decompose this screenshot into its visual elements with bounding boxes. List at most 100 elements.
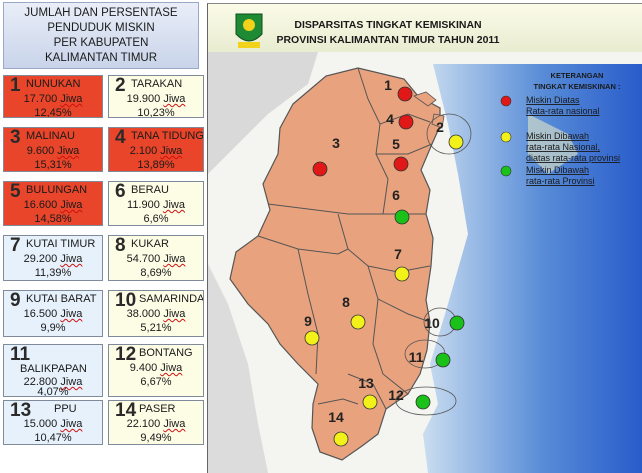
region-name: KUKAR — [131, 238, 169, 250]
region-name: TARAKAN — [131, 78, 183, 90]
sea — [423, 64, 642, 473]
region-card: 1 NUNUKAN 17.700 Jiwa 12,45% — [3, 75, 103, 118]
region-number: 10 — [115, 290, 137, 311]
population-unit: Jiwa — [163, 253, 186, 265]
legend-title-line2: TINGKAT KEMISKINAN : — [534, 82, 621, 91]
legend-label: Miskin Diatas — [526, 95, 580, 105]
region-number: 14 — [115, 400, 137, 421]
region-population: 19.900 Jiwa — [109, 93, 203, 105]
map-region-number: 2 — [436, 119, 444, 135]
map-region-number: 8 — [342, 294, 350, 310]
map-title-line2: PROVINSI KALIMANTAN TIMUR TAHUN 2011 — [276, 34, 499, 46]
region-population: 22.100 Jiwa — [109, 418, 203, 430]
map-region-number: 3 — [332, 135, 340, 151]
population-unit: Jiwa — [160, 362, 183, 374]
region-name: BONTANG — [139, 347, 193, 359]
poverty-marker — [397, 86, 413, 102]
region-number: 4 — [115, 127, 126, 148]
region-name: SAMARINDA — [139, 293, 204, 305]
region-card: 7 KUTAI TIMUR 29.200 Jiwa 11,39% — [3, 235, 103, 281]
population-value: 38.000 — [126, 308, 161, 320]
population-value: 22.800 — [23, 376, 58, 388]
region-population: 15.000 Jiwa — [4, 418, 102, 430]
region-population: 11.900 Jiwa — [109, 199, 203, 211]
map-region-number: 6 — [392, 187, 400, 203]
map-region-number: 10 — [424, 315, 440, 331]
map-title-line1: DISPARSITAS TINGKAT KEMISKINAN — [294, 19, 481, 31]
poverty-marker — [304, 330, 320, 346]
region-percentage: 4,07% — [37, 386, 69, 397]
neighbor-land — [208, 264, 268, 473]
poverty-marker — [415, 394, 431, 410]
region-name: BALIKPAPAN — [20, 363, 87, 375]
region-number: 8 — [115, 235, 126, 256]
population-value: 29.200 — [23, 253, 58, 265]
region-number: 3 — [10, 127, 21, 148]
population-value: 15.000 — [23, 418, 58, 430]
map-region-number: 9 — [304, 313, 312, 329]
legend-title-line1: KETERANGAN — [551, 71, 604, 80]
region-card: 9 KUTAI BARAT 16.500 Jiwa 9,9% — [3, 290, 103, 337]
population-unit: Jiwa — [57, 145, 80, 157]
region-population: 9.400 Jiwa — [109, 362, 203, 374]
title-line: PER KABUPATEN — [53, 37, 149, 49]
region-card: 12 BONTANG 9.400 Jiwa 6,67% — [108, 344, 204, 397]
region-card: 14 PASER 22.100 Jiwa 9,49% — [108, 400, 204, 445]
region-percentage: 14,58% — [34, 213, 72, 225]
region-card: 10 SAMARINDA 38.000 Jiwa 5,21% — [108, 290, 204, 337]
map-header — [208, 4, 642, 52]
region-percentage: 10,47% — [34, 432, 72, 444]
title-line: PENDUDUK MISKIN — [47, 22, 155, 34]
region-percentage: 8,69% — [140, 267, 172, 279]
region-card: 11 BALIKPAPAN 22.800 Jiwa 4,07% — [3, 344, 103, 397]
population-value: 9.400 — [129, 362, 158, 374]
region-percentage: 6,6% — [143, 213, 169, 225]
emblem-icon — [235, 13, 263, 48]
region-number: 13 — [10, 400, 32, 421]
population-unit: Jiwa — [162, 199, 185, 211]
poverty-marker — [394, 209, 410, 225]
region-percentage: 5,21% — [140, 322, 172, 334]
neighbor-land — [208, 52, 318, 174]
population-unit: Jiwa — [163, 308, 186, 320]
region-name: KUTAI TIMUR — [26, 238, 96, 250]
title-line: KALIMANTAN TIMUR — [44, 52, 158, 64]
region-number: 9 — [10, 290, 21, 311]
poverty-marker — [394, 266, 410, 282]
population-value: 16.600 — [23, 199, 58, 211]
poverty-marker — [362, 394, 378, 410]
region-population: 22.800 Jiwa — [4, 376, 102, 388]
population-unit: Jiwa — [163, 418, 186, 430]
population-unit: Jiwa — [60, 199, 83, 211]
region-name: PPU — [54, 403, 77, 415]
island — [528, 114, 578, 174]
map-canvas: DISPARSITAS TINGKAT KEMISKINAN PROVINSI … — [208, 4, 642, 473]
region-card: 6 BERAU 11.900 Jiwa 6,6% — [108, 181, 204, 226]
legend-label: rata-rata Provinsi — [526, 176, 595, 186]
region-card: 3 MALINAU 9.600 Jiwa 15,31% — [3, 127, 103, 172]
legend-label: diatas rata-rata provinsi — [526, 153, 620, 163]
region-percentage: 15,31% — [34, 159, 72, 171]
poverty-marker — [435, 352, 451, 368]
region-card: 13 PPU 15.000 Jiwa 10,47% — [3, 400, 103, 445]
title-line: JUMLAH DAN PERSENTASE — [24, 7, 178, 19]
population-value: 9.600 — [26, 145, 55, 157]
region-population: 2.100 Jiwa — [109, 145, 203, 157]
poverty-marker — [398, 114, 414, 130]
population-unit: Jiwa — [160, 145, 183, 157]
region-population: 16.500 Jiwa — [4, 308, 102, 320]
region-percentage: 13,89% — [137, 159, 175, 171]
legend-label: Rata-rata nasional — [526, 106, 600, 116]
legend-swatch — [500, 165, 512, 177]
population-unit: Jiwa — [163, 93, 186, 105]
region-population: 38.000 Jiwa — [109, 308, 203, 320]
region-name: NUNUKAN — [26, 78, 81, 90]
legend-swatch — [500, 131, 512, 143]
map-region-number: 12 — [388, 387, 404, 403]
population-value: 54.700 — [126, 253, 161, 265]
population-unit: Jiwa — [60, 308, 83, 320]
map-region-number: 5 — [392, 136, 400, 152]
region-percentage: 10,23% — [137, 107, 175, 118]
